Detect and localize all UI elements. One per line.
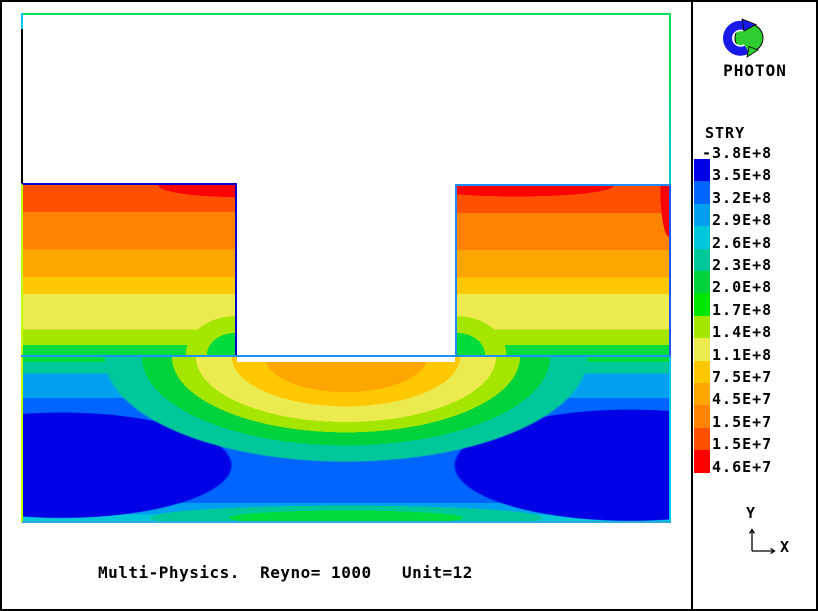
legend-tick-label: -1.1E+8 [702,345,773,364]
plot-caption: Multi-Physics. Reyno= 1000 Unit=12 [98,563,473,582]
legend-swatch [694,248,710,271]
legend-swatch [694,450,710,473]
left-block-contour [21,183,237,355]
contour-plot-canvas[interactable]: Multi-Physics. Reyno= 1000 Unit=12 [2,2,690,609]
legend-swatch [694,360,710,383]
notch-gap-strip [237,357,455,362]
upper-domain-top-edge [21,13,671,15]
legend-tick-label: -3.5E+8 [702,166,773,185]
color-legend: -3.8E+8 -3.5E+8 -3.2E+8 -2.9E+8 -2.6E+8 -2.3E… [693,146,817,486]
axis-y-label: Y [746,504,756,522]
legend-tick-label: -2.6E+8 [702,233,773,252]
legend-tick-label: -4.5E+7 [702,390,773,409]
base-slab-contour [21,357,671,523]
legend-tick-label: -2.9E+8 [702,211,773,230]
upper-domain-left-edge-cyan [21,13,23,29]
legend-swatch [694,315,710,339]
legend-tick-label: -1.4E+8 [702,323,773,342]
legend-swatch [694,181,710,204]
legend-swatch [694,427,710,451]
legend-title: STRY [705,124,746,142]
legend-swatch [694,271,710,294]
legend-swatch [694,383,710,406]
legend-swatch [694,405,710,428]
brand-label: PHOTON [723,61,787,80]
upper-domain-left-edge [21,29,23,184]
legend-swatch [694,159,710,182]
legend-tick-label: -3.8E+8 [702,144,773,162]
interface-line [21,355,671,357]
legend-tick-label: -1.7E+8 [702,300,773,319]
legend-tick-label: -1.5E+7 [702,412,773,431]
legend-swatch [694,226,710,249]
axis-x-label: X [780,538,790,556]
legend-tick-label: 4.6E+7 [702,457,773,476]
legend-tick-label: 1.5E+7 [702,435,773,454]
right-block-contour [455,184,671,355]
upper-domain-right-edge [669,13,671,185]
legend-tick-label: -3.2E+8 [702,188,773,207]
photon-logo-icon [722,18,764,58]
legend-tick-label: -7.5E+7 [702,368,773,386]
legend-swatch [694,203,710,227]
legend-swatch [694,338,710,361]
panel-divider [691,0,693,611]
legend-tick-label: -2.3E+8 [702,256,773,274]
legend-tick-label: -2.0E+8 [702,278,773,297]
legend-swatch [694,293,710,316]
axis-arrows-icon [748,528,776,555]
